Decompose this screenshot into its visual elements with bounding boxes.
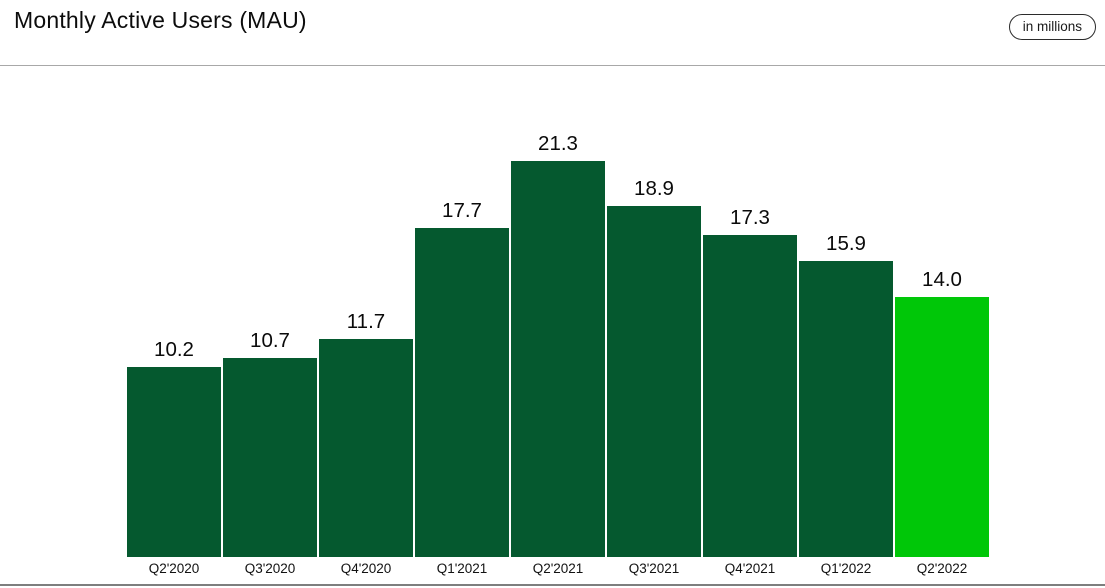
bar-value-label: 21.3 <box>538 132 578 155</box>
bar-column: 14.0 <box>894 268 990 557</box>
bar <box>415 228 509 557</box>
header-divider <box>0 65 1105 66</box>
x-axis-label: Q1'2021 <box>436 561 488 576</box>
x-axis-label: Q4'2021 <box>724 561 776 576</box>
bar-column: 11.7 <box>318 310 414 557</box>
x-axis-label: Q3'2020 <box>244 561 296 576</box>
bar-column: 15.9 <box>798 232 894 557</box>
bar-chart: 10.2 10.7 11.7 17.7 21.3 18.9 17.3 15.9 14.0 <box>126 132 990 557</box>
x-axis-label: Q2'2021 <box>532 561 584 576</box>
bar <box>223 358 317 557</box>
x-axis-label: Q3'2021 <box>628 561 680 576</box>
x-axis-labels: Q2'2020 Q3'2020 Q4'2020 Q1'2021 Q2'2021 Q3'20… <box>126 561 990 576</box>
page-title: Monthly Active Users (MAU) <box>14 7 307 33</box>
x-axis-label: Q2'2022 <box>916 561 968 576</box>
bar <box>799 261 893 557</box>
bar-column: 17.3 <box>702 206 798 557</box>
bar <box>607 206 701 557</box>
bar-column: 17.7 <box>414 199 510 557</box>
bar <box>703 235 797 557</box>
x-axis-label: Q2'2020 <box>148 561 200 576</box>
bar-value-label: 10.7 <box>250 329 290 352</box>
bar-value-label: 18.9 <box>634 177 674 200</box>
bar-column: 10.2 <box>126 338 222 557</box>
bar-value-label: 17.7 <box>442 199 482 222</box>
bar-value-label: 15.9 <box>826 232 866 255</box>
bar-column: 10.7 <box>222 329 318 557</box>
x-axis-label: Q1'2022 <box>820 561 872 576</box>
bottom-divider <box>0 584 1105 586</box>
bar <box>895 297 989 557</box>
bar-value-label: 10.2 <box>154 338 194 361</box>
bar <box>319 339 413 557</box>
bar-column: 18.9 <box>606 177 702 557</box>
bar-value-label: 11.7 <box>346 310 386 333</box>
unit-badge: in millions <box>1008 14 1096 40</box>
bar-value-label: 17.3 <box>730 206 770 229</box>
bar-value-label: 14.0 <box>922 268 962 291</box>
bar <box>511 161 605 557</box>
bar <box>127 367 221 557</box>
x-axis-label: Q4'2020 <box>340 561 392 576</box>
bar-column: 21.3 <box>510 132 606 557</box>
